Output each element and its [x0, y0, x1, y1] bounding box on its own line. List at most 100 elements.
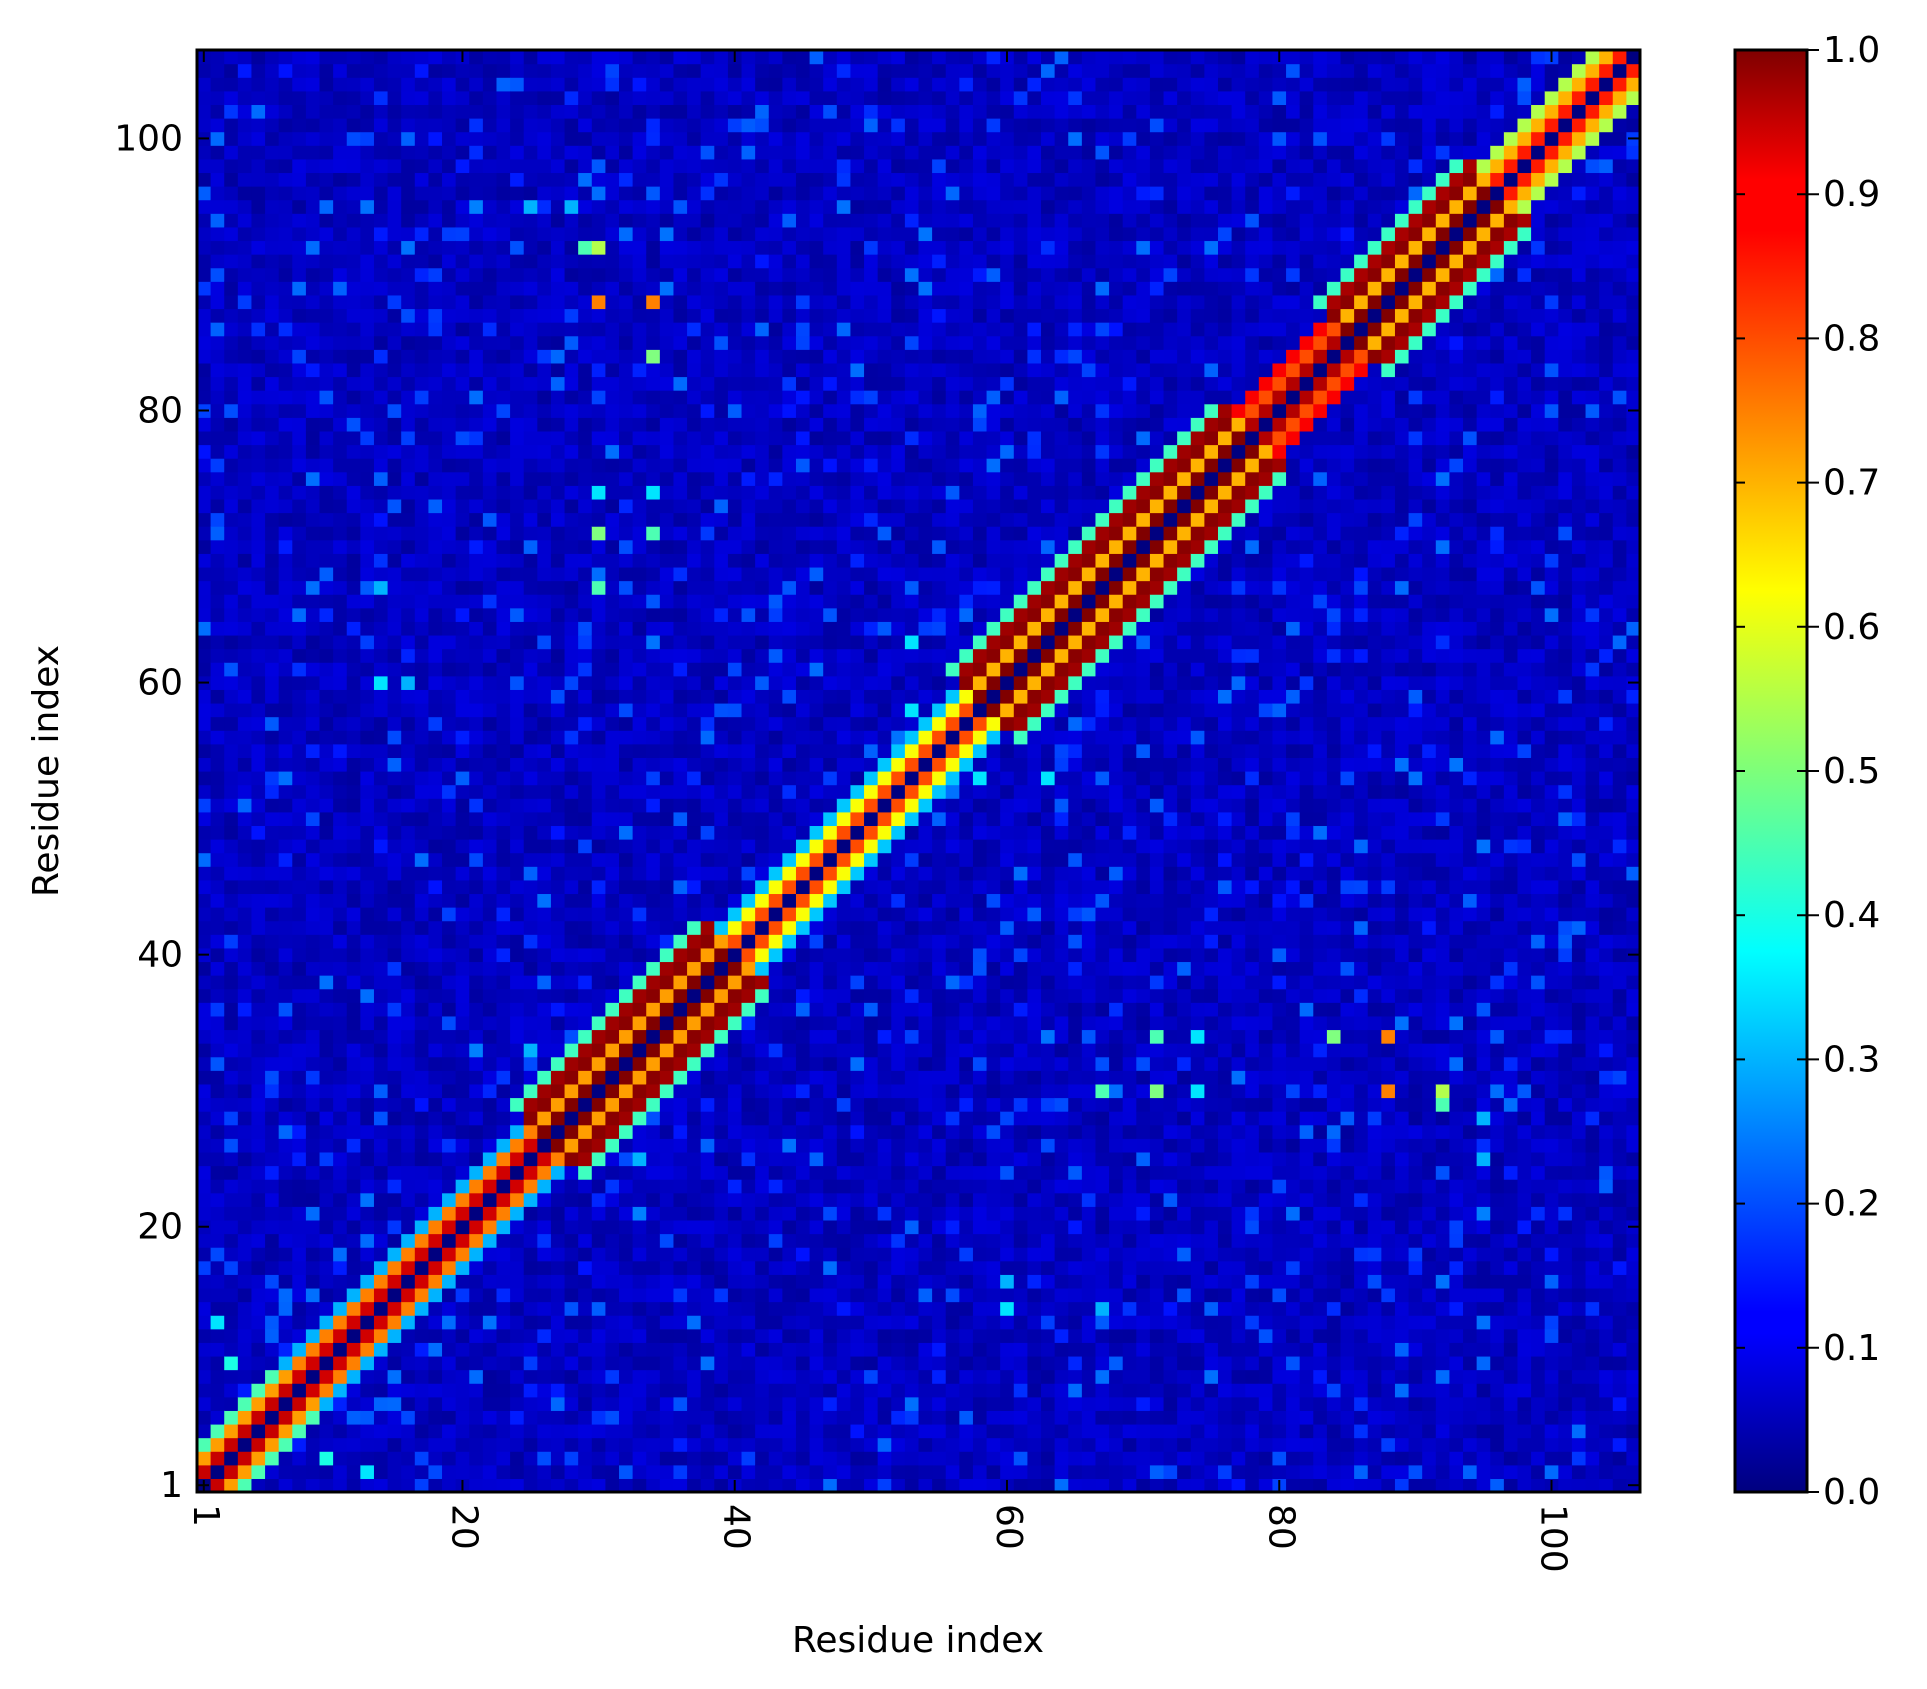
heatmap-cell	[537, 852, 552, 867]
heatmap-cell	[768, 1247, 783, 1262]
heatmap-cell	[442, 716, 457, 731]
heatmap-cell	[564, 512, 579, 527]
heatmap-cell	[251, 172, 266, 187]
heatmap-cell	[455, 118, 470, 133]
heatmap-cell	[741, 1151, 756, 1167]
heatmap-cell	[809, 1383, 824, 1398]
heatmap-cell	[782, 675, 797, 690]
heatmap-cell	[659, 798, 675, 813]
heatmap-cell	[550, 240, 566, 255]
heatmap-cell	[401, 158, 416, 174]
heatmap-cell	[687, 77, 702, 92]
heatmap-cell	[346, 1056, 361, 1071]
heatmap-cell	[714, 1015, 729, 1031]
heatmap-cell	[591, 1328, 606, 1343]
heatmap-cell	[292, 866, 307, 881]
heatmap-cell	[237, 839, 253, 854]
heatmap-cell	[564, 172, 579, 187]
heatmap-cell	[727, 471, 743, 486]
heatmap-cell	[414, 1138, 430, 1153]
heatmap-cell	[537, 594, 552, 609]
heatmap-cell	[319, 1219, 334, 1235]
heatmap-cell	[619, 648, 634, 663]
heatmap-cell	[523, 553, 538, 568]
heatmap-cell	[224, 1002, 239, 1017]
heatmap-cell	[319, 158, 334, 174]
heatmap-cell	[414, 226, 430, 242]
heatmap-cell	[510, 77, 525, 92]
heatmap-cell	[700, 362, 715, 378]
heatmap-cell	[292, 1097, 307, 1112]
heatmap-cell	[659, 907, 675, 922]
heatmap-cell	[360, 362, 375, 378]
heatmap-cell	[768, 498, 783, 514]
heatmap-cell	[700, 811, 715, 827]
heatmap-cell	[319, 458, 334, 473]
heatmap-cell	[442, 1165, 457, 1180]
heatmap-cell	[727, 186, 743, 201]
heatmap-cell	[605, 186, 620, 201]
heatmap-cell	[700, 430, 715, 446]
heatmap-cell	[578, 730, 593, 745]
heatmap-cell	[591, 730, 606, 745]
heatmap-cell	[727, 322, 743, 337]
heatmap-cell	[591, 390, 606, 405]
heatmap-cell	[741, 1043, 756, 1058]
heatmap-cell	[714, 1315, 729, 1330]
heatmap-cell	[224, 118, 239, 133]
heatmap-cell	[523, 444, 538, 459]
heatmap-cell	[197, 118, 212, 133]
heatmap-cell	[237, 63, 253, 78]
heatmap-cell	[537, 1056, 552, 1071]
heatmap-cell	[197, 866, 212, 881]
heatmap-cell	[700, 689, 715, 704]
heatmap-cell	[646, 335, 661, 350]
heatmap-cell	[210, 1165, 225, 1180]
heatmap-cell	[469, 1355, 484, 1371]
heatmap-cell	[360, 145, 375, 160]
heatmap-cell	[755, 1124, 770, 1139]
heatmap-cell	[428, 866, 443, 881]
heatmap-cell	[714, 1002, 729, 1017]
heatmap-cell	[237, 1396, 253, 1411]
heatmap-cell	[755, 376, 770, 391]
heatmap-cell	[823, 621, 838, 636]
heatmap-cell	[619, 1029, 634, 1044]
heatmap-cell	[537, 811, 552, 827]
heatmap-cell	[305, 621, 321, 636]
heatmap-cell	[755, 145, 770, 160]
heatmap-cell	[809, 893, 824, 908]
heatmap-cell	[741, 1437, 756, 1452]
heatmap-cell	[197, 730, 212, 745]
heatmap-cell	[591, 131, 606, 146]
heatmap-cell	[659, 1315, 675, 1330]
heatmap-cell	[469, 553, 484, 568]
heatmap-cell	[373, 104, 389, 119]
heatmap-cell	[632, 1464, 647, 1479]
heatmap-cell	[632, 417, 647, 432]
heatmap-cell	[755, 281, 770, 296]
heatmap-cell	[782, 1043, 797, 1058]
heatmap-cell	[564, 539, 579, 554]
heatmap-cell	[224, 308, 239, 323]
heatmap-cell	[673, 839, 688, 854]
heatmap-cell	[360, 294, 375, 310]
heatmap-cell	[510, 1287, 525, 1303]
heatmap-cell	[251, 1478, 266, 1493]
heatmap-cell	[727, 512, 743, 527]
heatmap-cell	[469, 580, 484, 595]
heatmap-cell	[197, 1179, 212, 1194]
heatmap-cell	[496, 798, 511, 813]
heatmap-cell	[401, 281, 416, 296]
heatmap-cell	[414, 1260, 430, 1275]
heatmap-cell	[823, 1478, 838, 1493]
heatmap-cell	[605, 947, 620, 963]
heatmap-cell	[795, 390, 811, 405]
heatmap-cell	[210, 1451, 225, 1466]
heatmap-cell	[687, 662, 702, 677]
heatmap-cell	[700, 553, 715, 568]
heatmap-cell	[523, 1002, 538, 1017]
heatmap-cell	[224, 390, 239, 405]
heatmap-cell	[823, 1464, 838, 1479]
heatmap-cell	[224, 879, 239, 895]
